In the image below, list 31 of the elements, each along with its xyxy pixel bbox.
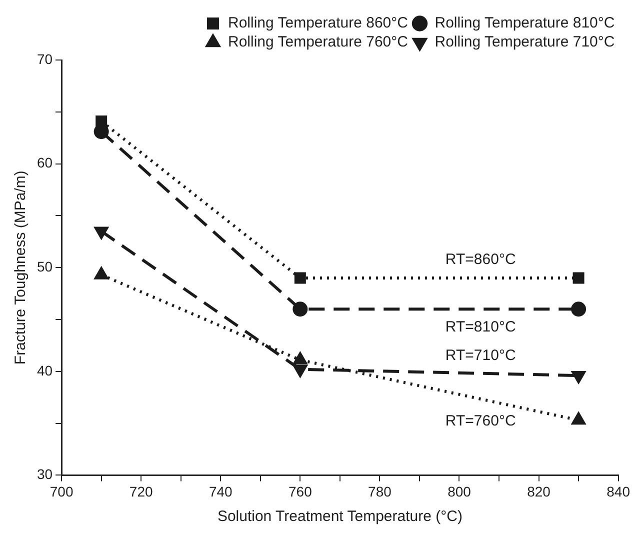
annotation: RT=860°C <box>445 251 516 268</box>
point <box>572 412 586 425</box>
legend-label: Rolling Temperature 710°C <box>434 34 615 51</box>
annotation: RT=760°C <box>445 412 516 430</box>
point <box>292 302 308 317</box>
point <box>572 272 584 284</box>
x-tick-label: 800 <box>448 483 472 500</box>
x-tick-label: 700 <box>50 483 74 500</box>
y-tick-label: 30 <box>36 466 53 482</box>
y-tick-label: 40 <box>36 362 53 378</box>
x-tick-label: 780 <box>368 483 392 500</box>
x-axis-title: Solution Treatment Temperature (°C) <box>217 508 462 526</box>
legend-label: Rolling Temperature 810°C <box>434 14 615 32</box>
annotation: RT=710°C <box>445 346 516 364</box>
y-tick-label: 60 <box>36 154 53 171</box>
point <box>293 364 307 377</box>
legend-label: Rolling Temperature 760°C <box>228 34 408 51</box>
y-tick-label: 50 <box>36 258 53 274</box>
y-tick-label: 70 <box>36 50 53 67</box>
legend-label: Rolling Temperature 860°C <box>228 14 408 32</box>
x-tick-label: 740 <box>208 483 233 500</box>
annotation: RT=810°C <box>445 318 516 336</box>
y-axis-title: Fracture Toughness (MPa/m) <box>12 170 30 365</box>
point <box>571 302 586 317</box>
point <box>96 116 108 127</box>
x-tick-label: 760 <box>288 483 312 500</box>
x-tick-label: 840 <box>606 483 630 500</box>
x-tick-label: 720 <box>129 483 153 500</box>
x-tick-label: 820 <box>527 483 551 500</box>
point <box>294 272 306 284</box>
point <box>94 226 108 239</box>
